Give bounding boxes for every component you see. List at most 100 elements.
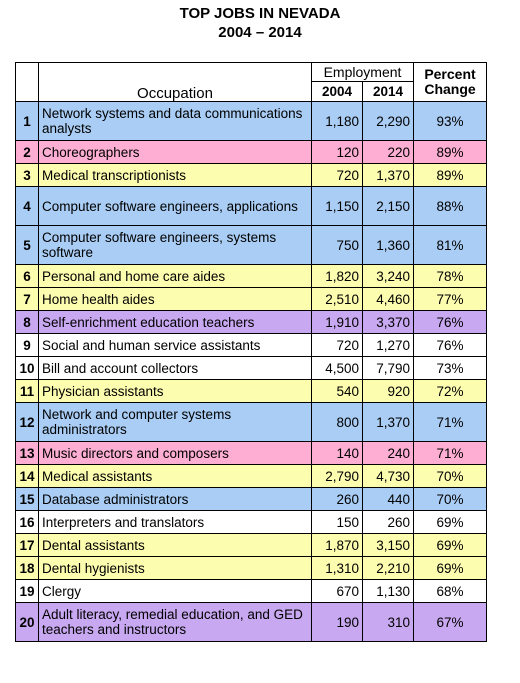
employment-2014-cell: 3,150	[362, 533, 414, 557]
employment-header: Employment	[311, 62, 414, 82]
table-row: 14 Medical assistants 2,790 4,730 70%	[15, 464, 487, 488]
occupation-cell: Music directors and composers	[38, 441, 312, 465]
employment-2004-cell: 190	[311, 602, 363, 642]
employment-2014-cell: 440	[362, 487, 414, 511]
occupation-header: Occupation	[38, 62, 312, 102]
rank-cell: 12	[15, 402, 39, 442]
rank-cell: 2	[15, 140, 39, 164]
table-row: 6 Personal and home care aides 1,820 3,240 7…	[15, 264, 487, 288]
occupation-cell: Computer software engineers, application…	[38, 186, 312, 226]
occupation-cell: Social and human service assistants	[38, 333, 312, 357]
employment-2014-cell: 260	[362, 510, 414, 534]
occupation-cell: Network systems and data communications …	[38, 101, 312, 141]
employment-2014-cell: 240	[362, 441, 414, 465]
table-row: 20 Adult literacy, remedial education, an…	[15, 602, 487, 642]
rank-cell: 14	[15, 464, 39, 488]
rank-cell: 20	[15, 602, 39, 642]
employment-2014-cell: 2,210	[362, 556, 414, 580]
percent-change-cell: 73%	[413, 356, 487, 380]
employment-2004-cell: 540	[311, 379, 363, 403]
occupation-cell: Medical assistants	[38, 464, 312, 488]
table-row: 19 Clergy 670 1,130 68%	[15, 579, 487, 603]
employment-2004-cell: 720	[311, 333, 363, 357]
employment-2004-cell: 1,910	[311, 310, 363, 334]
employment-2014-cell: 7,790	[362, 356, 414, 380]
table-row: 4 Computer software engineers, applicatio…	[15, 186, 487, 226]
percent-change-cell: 70%	[413, 464, 487, 488]
page-title: TOP JOBS IN NEVADA	[179, 5, 341, 22]
table-row: 17 Dental assistants 1,870 3,150 69%	[15, 533, 487, 557]
table-row: 18 Dental hygienists 1,310 2,210 69%	[15, 556, 487, 580]
year-2004-header: 2004	[311, 81, 363, 102]
table-row: 11 Physician assistants 540 920 72%	[15, 379, 487, 403]
title-block: TOP JOBS IN NEVADA 2004 – 2014	[0, 4, 520, 42]
rank-cell: 6	[15, 264, 39, 288]
employment-2004-cell: 4,500	[311, 356, 363, 380]
employment-2014-cell: 1,360	[362, 225, 414, 265]
table-row: 8 Self-enrichment education teachers 1,910…	[15, 310, 487, 334]
percent-change-cell: 89%	[413, 140, 487, 164]
table-row: 2 Choreographers 120 220 89%	[15, 140, 487, 164]
occupation-cell: Physician assistants	[38, 379, 312, 403]
percent-change-cell: 89%	[413, 163, 487, 187]
employment-2014-cell: 1,370	[362, 402, 414, 442]
employment-2004-cell: 750	[311, 225, 363, 265]
employment-2014-cell: 1,130	[362, 579, 414, 603]
occupation-cell: Database administrators	[38, 487, 312, 511]
employment-2004-cell: 1,180	[311, 101, 363, 141]
occupation-cell: Home health aides	[38, 287, 312, 311]
percent-change-cell: 76%	[413, 310, 487, 334]
percent-change-cell: 76%	[413, 333, 487, 357]
rank-cell: 9	[15, 333, 39, 357]
table-row: 16 Interpreters and translators 150 260 69%	[15, 510, 487, 534]
employment-2004-cell: 2,510	[311, 287, 363, 311]
percent-change-cell: 88%	[413, 186, 487, 226]
employment-2014-cell: 220	[362, 140, 414, 164]
header-row-top: Occupation Employment Percent Change	[15, 62, 487, 102]
employment-2014-cell: 1,270	[362, 333, 414, 357]
rank-cell: 15	[15, 487, 39, 511]
occupation-cell: Interpreters and translators	[38, 510, 312, 534]
percent-change-cell: 72%	[413, 379, 487, 403]
employment-2014-cell: 4,460	[362, 287, 414, 311]
employment-2004-cell: 1,870	[311, 533, 363, 557]
employment-2004-cell: 1,310	[311, 556, 363, 580]
employment-2014-cell: 1,370	[362, 163, 414, 187]
employment-2014-cell: 3,240	[362, 264, 414, 288]
occupation-cell: Dental hygienists	[38, 556, 312, 580]
employment-2014-cell: 310	[362, 602, 414, 642]
percent-change-cell: 67%	[413, 602, 487, 642]
employment-2014-cell: 920	[362, 379, 414, 403]
percent-change-cell: 78%	[413, 264, 487, 288]
table-row: 1 Network systems and data communications…	[15, 101, 487, 141]
table-row: 7 Home health aides 2,510 4,460 77%	[15, 287, 487, 311]
percent-change-cell: 71%	[413, 402, 487, 442]
occupation-cell: Personal and home care aides	[38, 264, 312, 288]
employment-2014-cell: 4,730	[362, 464, 414, 488]
jobs-table: Occupation Employment Percent Change 200…	[15, 62, 487, 642]
employment-2004-cell: 1,820	[311, 264, 363, 288]
employment-2014-cell: 2,150	[362, 186, 414, 226]
table-row: 10 Bill and account collectors 4,500 7,790 7…	[15, 356, 487, 380]
rank-cell: 17	[15, 533, 39, 557]
table-row: 13 Music directors and composers 140 240 71%	[15, 441, 487, 465]
table-header: Occupation Employment Percent Change 200…	[15, 62, 487, 102]
year-2014-header: 2014	[362, 81, 414, 102]
occupation-cell: Clergy	[38, 579, 312, 603]
rank-cell: 10	[15, 356, 39, 380]
rank-cell: 13	[15, 441, 39, 465]
rank-cell: 5	[15, 225, 39, 265]
rank-cell: 19	[15, 579, 39, 603]
employment-2004-cell: 720	[311, 163, 363, 187]
percent-change-cell: 69%	[413, 556, 487, 580]
occupation-cell: Medical transcriptionists	[38, 163, 312, 187]
occupation-cell: Dental assistants	[38, 533, 312, 557]
table-row: 5 Computer software engineers, systems so…	[15, 225, 487, 265]
employment-2014-cell: 3,370	[362, 310, 414, 334]
occupation-cell: Self-enrichment education teachers	[38, 310, 312, 334]
percent-change-cell: 93%	[413, 101, 487, 141]
rank-cell: 7	[15, 287, 39, 311]
table-row: 3 Medical transcriptionists 720 1,370 89%	[15, 163, 487, 187]
table-row: 15 Database administrators 260 440 70%	[15, 487, 487, 511]
employment-2004-cell: 150	[311, 510, 363, 534]
